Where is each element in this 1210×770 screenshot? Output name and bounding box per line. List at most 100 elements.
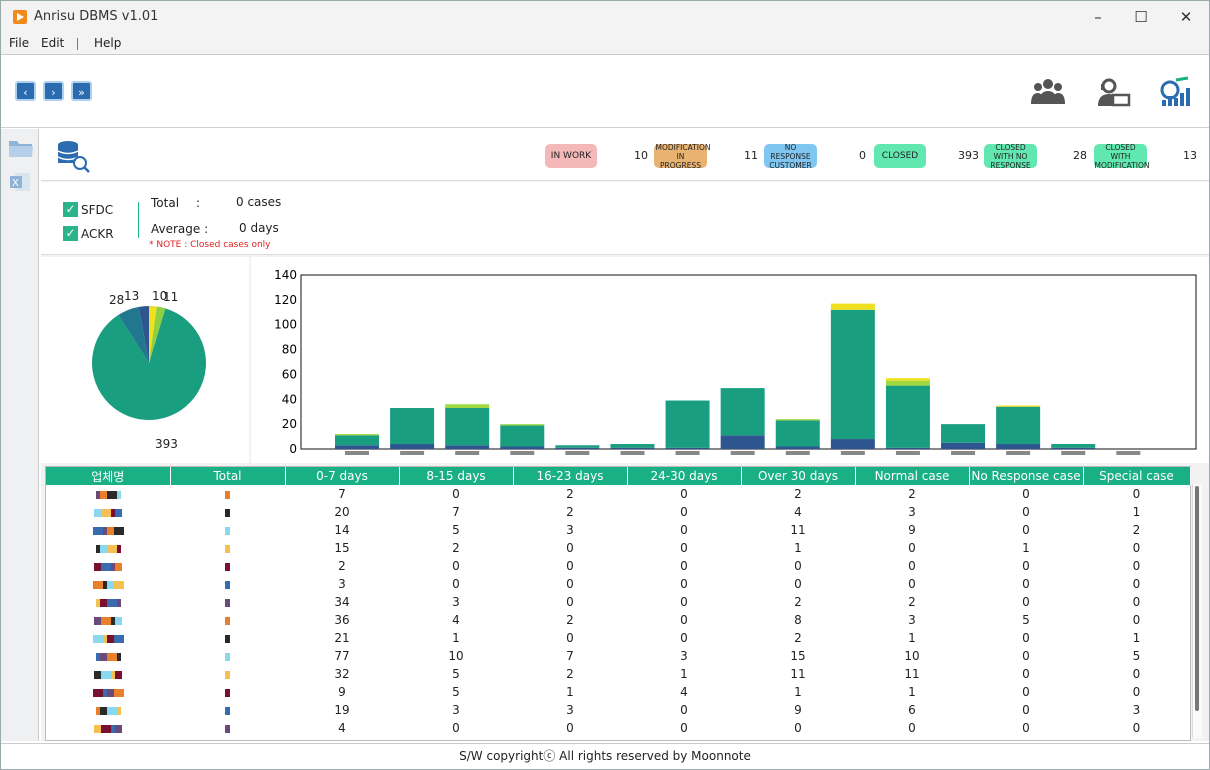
scrollbar-thumb[interactable] bbox=[1195, 486, 1199, 711]
table-cell: 77 bbox=[334, 649, 350, 663]
x-tick-label bbox=[510, 451, 535, 455]
company-name-cell bbox=[46, 611, 170, 629]
column-header[interactable]: 8-15 days bbox=[399, 467, 514, 485]
company-name-cell bbox=[46, 521, 170, 539]
column-header[interactable]: 16-23 days bbox=[513, 467, 628, 485]
y-tick-label: 120 bbox=[274, 293, 297, 307]
table-cell: 0 bbox=[1132, 541, 1141, 555]
menu-help[interactable]: Help bbox=[94, 36, 122, 50]
bar-segment bbox=[885, 380, 930, 386]
company-name-cell bbox=[46, 503, 170, 521]
table-row[interactable]: 9 5 1 4 1 1 0 0 bbox=[46, 683, 1190, 701]
menu-file[interactable]: File bbox=[9, 36, 30, 50]
table-cell: 0 bbox=[908, 721, 916, 735]
prev-button[interactable]: ‹ bbox=[15, 81, 36, 101]
status-closed-modification[interactable]: CLOSED WITH MODIFICATION bbox=[1094, 142, 1150, 170]
status-no-response-customer[interactable]: NO RESPONSE CUSTOMER bbox=[764, 143, 817, 170]
x-tick-label bbox=[895, 451, 920, 455]
table-row[interactable]: 36 4 2 0 8 3 5 0 bbox=[46, 611, 1190, 629]
ackr-checkbox[interactable]: ✓ bbox=[63, 226, 78, 241]
last-button[interactable]: » bbox=[71, 81, 92, 101]
menu-edit[interactable]: Edit bbox=[41, 36, 65, 50]
table-cell: 0 bbox=[1022, 487, 1030, 501]
close-button[interactable]: ✕ bbox=[1179, 8, 1193, 26]
x-tick-label bbox=[400, 451, 425, 455]
excel-icon[interactable]: X bbox=[9, 171, 31, 193]
table-row[interactable]: 20 7 2 0 4 3 0 1 bbox=[46, 503, 1190, 521]
column-header[interactable]: No Response case bbox=[969, 467, 1084, 485]
table-cell: 0 bbox=[680, 505, 688, 519]
company-name-cell bbox=[46, 665, 170, 683]
status-closed[interactable]: CLOSED bbox=[874, 144, 926, 168]
table-row[interactable]: 15 2 0 0 1 0 1 0 bbox=[46, 539, 1190, 557]
analytics-icon[interactable] bbox=[1158, 76, 1194, 108]
table-cell: 3 bbox=[908, 613, 916, 627]
table-cell: 0 bbox=[908, 577, 916, 591]
count-closed: 393 bbox=[958, 149, 979, 162]
table-row[interactable]: 7 0 2 0 2 2 0 0 bbox=[46, 485, 1190, 503]
bar-segment bbox=[610, 444, 655, 448]
table-cell: 0 bbox=[794, 577, 802, 591]
bar-segment bbox=[500, 424, 545, 426]
column-header[interactable]: Normal case bbox=[855, 467, 970, 485]
table-scrollbar[interactable] bbox=[1192, 484, 1202, 738]
table-cell: 0 bbox=[566, 721, 574, 735]
column-header[interactable]: Special case bbox=[1083, 467, 1191, 485]
bar-chart-panel: 0 20 40 60 80 100 120 140 bbox=[251, 257, 1209, 463]
bar-segment bbox=[335, 435, 379, 446]
table-cell: 15 bbox=[334, 541, 350, 555]
total-cell bbox=[170, 683, 285, 701]
table-row[interactable]: 3 0 0 0 0 0 0 0 bbox=[46, 575, 1190, 593]
table-row[interactable]: 4 0 0 0 0 0 0 0 bbox=[46, 719, 1190, 737]
table-row[interactable]: 2 0 0 0 0 0 0 0 bbox=[46, 557, 1190, 575]
table-cell: 3 bbox=[566, 703, 574, 717]
table-cell: 1 bbox=[1132, 631, 1141, 645]
minimize-button[interactable]: – bbox=[1094, 8, 1102, 26]
pie-label-11: 11 bbox=[163, 290, 179, 304]
y-tick-label: 20 bbox=[282, 417, 297, 431]
database-search-icon[interactable] bbox=[55, 139, 91, 173]
status-modification-in-progress[interactable]: MODIFICATION IN PROGRESS bbox=[654, 142, 711, 170]
average-value: 0 days bbox=[239, 221, 279, 235]
pie-chart bbox=[92, 306, 207, 420]
users-icon[interactable] bbox=[1030, 76, 1066, 108]
status-in-work[interactable]: IN WORK bbox=[545, 144, 597, 168]
svg-text:X: X bbox=[12, 178, 19, 189]
company-name-cell bbox=[46, 539, 170, 557]
table-cell: 0 bbox=[452, 559, 460, 573]
pie-slice bbox=[138, 306, 149, 363]
x-tick-label bbox=[730, 451, 755, 455]
column-header[interactable]: 업체명 bbox=[46, 467, 171, 485]
bar-chart: 0 20 40 60 80 100 120 140 bbox=[274, 268, 1197, 456]
column-header[interactable]: 0-7 days bbox=[285, 467, 400, 485]
column-header[interactable]: Over 30 days bbox=[741, 467, 856, 485]
next-button[interactable]: › bbox=[43, 81, 64, 101]
table-row[interactable]: 14 5 3 0 11 9 0 2 bbox=[46, 521, 1190, 539]
y-tick-label: 40 bbox=[282, 392, 297, 406]
table-row[interactable]: 32 5 2 1 11 11 0 0 bbox=[46, 665, 1190, 683]
table-row[interactable]: 77 10 7 3 15 10 0 5 bbox=[46, 647, 1190, 665]
support-agent-icon[interactable] bbox=[1095, 76, 1131, 108]
table-cell: 0 bbox=[1022, 721, 1030, 735]
bar-segment bbox=[996, 406, 1041, 445]
table-cell: 0 bbox=[452, 487, 460, 501]
table-cell: 11 bbox=[904, 667, 920, 681]
folder-icon[interactable] bbox=[8, 137, 34, 159]
sfdc-checkbox[interactable]: ✓ bbox=[63, 202, 78, 217]
maximize-button[interactable]: ☐ bbox=[1134, 8, 1148, 26]
bar-segment bbox=[665, 447, 710, 449]
table-row[interactable]: 34 3 0 0 2 2 0 0 bbox=[46, 593, 1190, 611]
table-cell: 2 bbox=[452, 541, 460, 555]
total-cell bbox=[170, 647, 285, 665]
status-closed-no-response[interactable]: CLOSED WITH NO RESPONSE bbox=[984, 143, 1037, 170]
table-row[interactable]: 21 1 0 0 2 1 0 1 bbox=[46, 629, 1190, 647]
company-name-cell bbox=[46, 647, 170, 665]
column-header[interactable]: Total bbox=[170, 467, 286, 485]
table-cell: 3 bbox=[680, 649, 688, 663]
table-row[interactable]: 19 3 3 0 9 6 0 3 bbox=[46, 701, 1190, 719]
table-cell: 0 bbox=[1022, 523, 1030, 537]
bar-segment bbox=[1051, 447, 1096, 449]
column-header[interactable]: 24-30 days bbox=[627, 467, 742, 485]
table-cell: 1 bbox=[680, 667, 688, 681]
table-cell: 32 bbox=[334, 667, 350, 681]
